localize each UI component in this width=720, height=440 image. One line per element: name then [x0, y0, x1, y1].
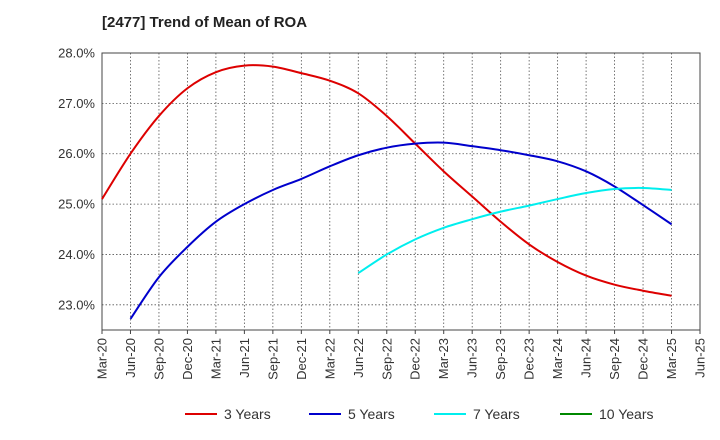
y-tick-label: 24.0% — [58, 247, 95, 262]
x-tick-label: Dec-22 — [408, 338, 423, 380]
legend-label-5-years: 5 Years — [348, 406, 395, 422]
y-tick-label: 23.0% — [58, 297, 95, 312]
y-tick-label: 25.0% — [58, 197, 95, 212]
x-tick-label: Mar-24 — [550, 338, 565, 379]
y-tick-label: 27.0% — [58, 96, 95, 111]
x-tick-label: Mar-21 — [208, 338, 223, 379]
x-tick-label: Dec-21 — [294, 338, 309, 380]
x-tick-label: Mar-20 — [95, 338, 110, 379]
series-line-7-years — [357, 186, 672, 274]
x-tick-label: Mar-22 — [322, 338, 337, 379]
x-tick-label: Jun-21 — [237, 338, 252, 378]
series-line-5-years — [129, 141, 673, 320]
x-tick-label: Jun-20 — [123, 338, 138, 378]
x-tick-label: Dec-20 — [180, 338, 195, 380]
plot-frame — [101, 52, 701, 331]
x-tick-label: Sep-22 — [379, 338, 394, 380]
x-tick-label: Dec-23 — [522, 338, 537, 380]
y-tick-label: 26.0% — [58, 146, 95, 161]
x-tick-label: Dec-24 — [636, 338, 651, 380]
chart-title: [2477] Trend of Mean of ROA — [102, 14, 308, 31]
x-tick-label: Jun-23 — [465, 338, 480, 378]
legend-label-10-years: 10 Years — [599, 406, 654, 422]
x-tick-label: Mar-23 — [436, 338, 451, 379]
series-line-3-years — [101, 64, 672, 297]
x-tick-label: Sep-23 — [493, 338, 508, 380]
x-tick-label: Jun-24 — [579, 338, 594, 378]
legend-label-7-years: 7 Years — [473, 406, 520, 422]
y-tick-label: 28.0% — [58, 46, 95, 61]
x-tick-label: Sep-24 — [607, 338, 622, 380]
x-tick-label: Mar-25 — [664, 338, 679, 379]
legend-label-3-years: 3 Years — [224, 406, 271, 422]
x-tick-label: Jun-22 — [351, 338, 366, 378]
x-tick-label: Sep-20 — [151, 338, 166, 380]
x-tick-label: Jun-25 — [693, 338, 708, 378]
x-tick-label: Sep-21 — [265, 338, 280, 380]
